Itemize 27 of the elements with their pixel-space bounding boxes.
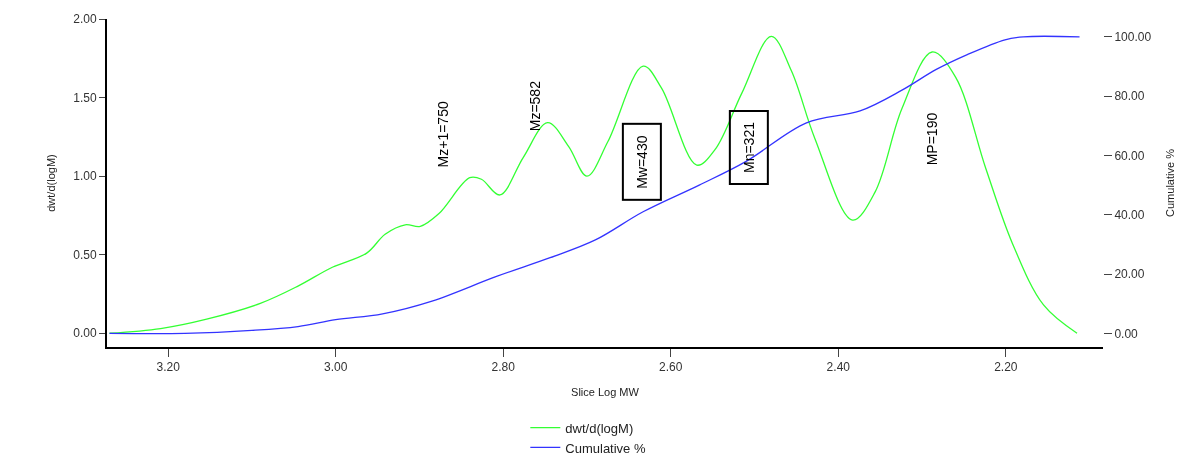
y2-tick-label: 80.00 (1114, 89, 1145, 104)
x-tick-label: 2.20 (994, 360, 1018, 375)
x-tick-label: 2.60 (659, 360, 683, 375)
x-tick-label: 2.80 (491, 360, 516, 375)
y-tick-label: 2.00 (73, 12, 97, 27)
annotation: MP=190 (924, 112, 940, 166)
y-tick-label: 0.50 (73, 247, 97, 262)
y2-axis-title: Cumulative % (1163, 148, 1176, 217)
legend-label: dwt/d(logM) (565, 420, 634, 436)
y-tick-label: 1.00 (73, 169, 97, 184)
y2-tick-label: 20.00 (1114, 267, 1145, 282)
y2-tick-label: 40.00 (1114, 207, 1145, 222)
annotation: Mz=582 (527, 80, 544, 132)
y-axis-title: dwt/d(logM) (45, 154, 58, 212)
x-axis-title: Slice Log MW (571, 386, 640, 399)
x-tick-label: 3.20 (156, 360, 181, 375)
y2-tick-label: 100.00 (1114, 29, 1152, 44)
y-tick-label: 1.50 (73, 90, 97, 105)
x-tick-label: 3.00 (324, 360, 348, 375)
annotation: Mn=321 (740, 121, 757, 173)
legend-label: Cumulative % (565, 440, 646, 456)
x-tick-label: 2.40 (826, 360, 851, 375)
y2-tick-label: 60.00 (1114, 148, 1145, 163)
annotation: Mz+1=750 (434, 101, 451, 168)
y2-tick-label: 0.00 (1114, 326, 1139, 341)
y-tick-label: 0.00 (73, 326, 97, 341)
annotation: Mw=430 (633, 135, 650, 189)
